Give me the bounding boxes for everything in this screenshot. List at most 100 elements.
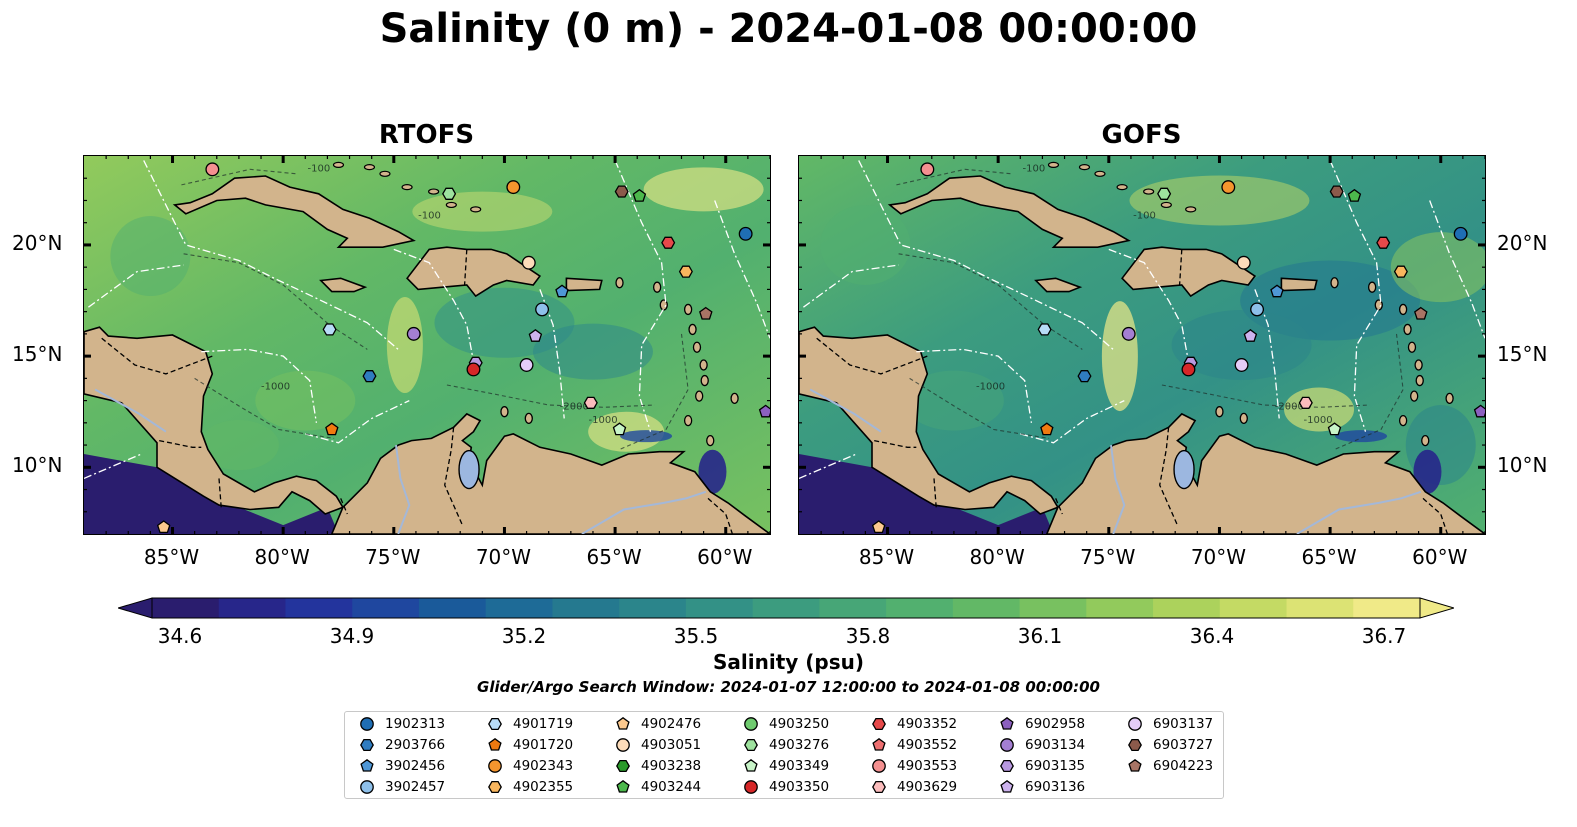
bahamas-island-5 <box>445 201 457 209</box>
land-cuba <box>172 175 416 248</box>
colorbar-tick-label: 34.9 <box>329 624 375 648</box>
island-11 <box>1374 299 1383 311</box>
map-rtofs[interactable]: -100 -1000 -2000 -1000 -100 <box>83 155 771 535</box>
float-marker-3902457 <box>1250 302 1265 317</box>
legend-marker <box>872 737 886 751</box>
float-marker-4901719 <box>1037 323 1052 336</box>
legend-label: 6903137 <box>1153 716 1214 732</box>
lon-tick-label-rtofs: 85°W <box>143 545 200 569</box>
legend-item-4902476: 4902476 <box>615 714 701 734</box>
land-puerto-rico <box>1280 277 1318 292</box>
coastal-plume <box>620 430 673 443</box>
float-marker-4903629 <box>583 396 598 409</box>
land-jamaica <box>1034 277 1083 293</box>
legend-item-6903134: 6903134 <box>999 735 1085 755</box>
depth-contour-4 <box>1334 333 1404 451</box>
float-marker-4903051 <box>521 255 536 270</box>
lat-tick-label-right: 20°N <box>1497 230 1548 255</box>
hexagon-marker-icon <box>1128 738 1142 752</box>
float-marker-4902476 <box>871 520 886 534</box>
map-gofs[interactable]: -100 -1000 -2000 -1000 -100 <box>798 155 1486 535</box>
contour-label-0: -100 <box>1023 164 1046 175</box>
salinity-patch-7 <box>820 204 911 285</box>
salinity-patch-6 <box>903 370 1004 431</box>
pacific-ocean <box>799 454 1054 534</box>
contour-label-3: -1000 <box>1304 415 1333 426</box>
legend-marker <box>872 780 886 794</box>
float-marker-6902958 <box>758 404 770 418</box>
legend-item-6904223: 6904223 <box>1127 756 1213 776</box>
float-marker-6903727 <box>1329 185 1344 198</box>
island-3 <box>699 359 708 371</box>
colorbar-bin-18 <box>1353 598 1421 618</box>
legend-label: 4902476 <box>641 716 702 732</box>
eez-boundary-7 <box>1020 400 1125 444</box>
legend-marker <box>616 738 630 752</box>
colorbar-bin-7 <box>619 598 687 618</box>
legend-marker <box>1000 738 1014 752</box>
colorbar-tick-label: 36.1 <box>1017 624 1063 648</box>
island-6 <box>1398 414 1408 427</box>
float-marker-6904223 <box>699 306 713 320</box>
legend-label: 4903349 <box>769 758 830 774</box>
colorbar <box>116 593 1456 623</box>
float-marker-6903136 <box>1243 328 1258 342</box>
eez-boundary-8 <box>799 453 857 479</box>
colorbar-tick-label: 35.8 <box>845 624 891 648</box>
float-marker-3902456 <box>1270 284 1284 298</box>
hexagon-marker-icon <box>1000 759 1014 773</box>
legend-marker <box>744 780 758 794</box>
colorbar-gradient <box>116 597 1456 619</box>
eez-boundary-0 <box>858 160 1114 350</box>
lon-tick-label-rtofs: 65°W <box>586 545 642 569</box>
circle-marker-icon <box>616 738 630 752</box>
figure-title: Salinity (0 m) - 2024-01-08 00:00:00 <box>379 6 1198 52</box>
hexagon-marker-icon <box>488 717 502 731</box>
lat-tick-label-left: 15°N <box>12 342 63 367</box>
island-9 <box>1330 277 1339 289</box>
island-8 <box>730 392 739 405</box>
river-1 <box>1296 490 1422 534</box>
land-cuba <box>887 175 1131 248</box>
float-marker-4903350 <box>466 362 481 377</box>
legend-label: 4903629 <box>897 779 958 795</box>
contour-label-2: -2000 <box>560 401 589 412</box>
land-central-america <box>799 326 1060 515</box>
island-10 <box>1367 281 1377 293</box>
lon-tick-label-rtofs: 80°W <box>254 545 310 569</box>
lon-tick-label-rtofs: 60°W <box>697 545 753 569</box>
island-7 <box>1421 434 1430 447</box>
float-marker-4903629 <box>1298 396 1313 409</box>
legend-item-6903727: 6903727 <box>1127 735 1213 755</box>
island-0 <box>683 303 693 316</box>
lon-tick-label-gofs: 65°W <box>1301 545 1357 569</box>
lon-tick-label-gofs: 60°W <box>1412 545 1468 569</box>
salinity-patch-1 <box>1171 310 1312 380</box>
float-marker-1902313 <box>1453 226 1468 241</box>
pentagon-marker-icon <box>616 716 630 730</box>
legend-marker <box>1000 716 1014 730</box>
contour-label-1: -1000 <box>976 381 1005 392</box>
bahamas-island-1 <box>1078 164 1091 171</box>
legend-item-4902343: 4902343 <box>487 756 573 776</box>
bahamas-island-3 <box>1116 184 1128 191</box>
lat-tick-label-right: 10°N <box>1497 453 1548 478</box>
bahamas-island-2 <box>1094 170 1106 177</box>
legend-label: 6903134 <box>1025 737 1086 753</box>
legend-label: 4903352 <box>897 716 958 732</box>
island-4 <box>1415 374 1424 387</box>
legend-marker <box>616 759 630 773</box>
legend-marker <box>360 717 374 731</box>
bahamas-island-6 <box>470 206 482 213</box>
colorbar-tick-label: 35.5 <box>673 624 719 648</box>
legend-marker <box>1128 717 1142 731</box>
legend-label: 4903244 <box>641 779 702 795</box>
border-4 <box>1159 427 1178 526</box>
legend-marker <box>1000 779 1014 793</box>
legend-marker <box>488 780 502 794</box>
float-marker-4902343 <box>1221 180 1236 195</box>
float-marker-4903051 <box>1236 255 1251 270</box>
orinoco-plume <box>698 449 727 494</box>
legend-item-4903250: 4903250 <box>743 714 829 734</box>
bahamas-island-1 <box>363 164 376 171</box>
